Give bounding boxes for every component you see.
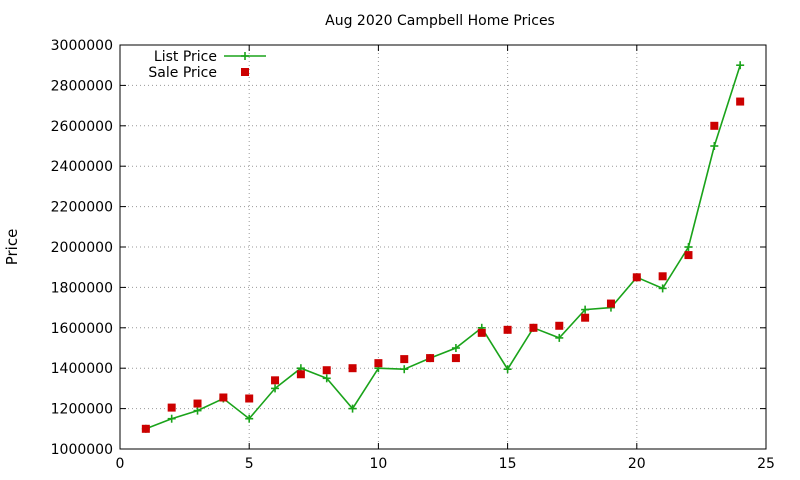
- list-price-point: [271, 384, 280, 393]
- sale-price-point: [348, 364, 357, 373]
- sale-price-point: [400, 355, 409, 364]
- sale-price-point: [736, 97, 745, 106]
- list-price-point: [555, 333, 564, 342]
- sale-price-point: [245, 394, 254, 403]
- list-price-point: [736, 61, 745, 70]
- list-price-point: [322, 374, 331, 383]
- list-price-point: [245, 414, 254, 423]
- sale-price-point: [529, 323, 538, 332]
- y-tick-label: 2200000: [51, 200, 113, 216]
- legend-label-sale-price: Sale Price: [148, 65, 217, 81]
- legend-swatch-sale-price: [241, 68, 249, 76]
- x-tick-label: 0: [116, 456, 125, 472]
- sale-price-point: [193, 399, 202, 408]
- y-tick-label: 1200000: [51, 402, 113, 418]
- series: [141, 61, 745, 433]
- y-tick-label: 2600000: [51, 119, 113, 135]
- x-tick-label: 10: [369, 456, 387, 472]
- sale-price-point: [710, 121, 719, 130]
- sale-price-point: [271, 376, 280, 385]
- list-price-point: [581, 305, 590, 314]
- y-tick-label: 2400000: [51, 159, 113, 175]
- legend-label-list-price: List Price: [154, 49, 217, 65]
- y-tick-label: 2800000: [51, 78, 113, 94]
- sale-price-point: [581, 313, 590, 322]
- list-price-point: [193, 406, 202, 415]
- x-tick-label: 20: [628, 456, 646, 472]
- y-tick-label: 2000000: [51, 240, 113, 256]
- y-tick-label: 1800000: [51, 280, 113, 296]
- x-tick-label: 25: [757, 456, 775, 472]
- list-price-point: [451, 344, 460, 352]
- sale-price-point: [167, 403, 176, 412]
- sale-price-point: [374, 359, 383, 368]
- y-tick-label: 1000000: [51, 442, 113, 458]
- list-price-point: [503, 365, 512, 374]
- sale-price-point: [606, 299, 615, 308]
- list-price-point: [710, 142, 719, 150]
- list-price-point: [684, 243, 693, 251]
- grid: [120, 45, 766, 449]
- sale-price-point: [322, 366, 331, 375]
- chart-title: Aug 2020 Campbell Home Prices: [325, 13, 555, 29]
- list-price-point: [167, 414, 176, 423]
- sale-price-point: [141, 424, 150, 433]
- sale-price-point: [632, 273, 641, 282]
- sale-price-point: [451, 354, 460, 363]
- axis-ticks: 1000000 1200000 1400000 1600000 1800000 20000…: [51, 38, 775, 472]
- list-price-point: [348, 404, 357, 413]
- sale-price-point: [503, 325, 512, 334]
- sale-price-point: [296, 370, 305, 379]
- y-tick-label: 1400000: [51, 361, 113, 377]
- sale-price-point: [684, 251, 693, 260]
- list-price-point: [658, 284, 667, 293]
- y-axis-title: Price: [3, 229, 21, 266]
- list-price-point: [400, 365, 409, 374]
- legend: List Price Sale Price: [148, 49, 266, 81]
- sale-price-point: [219, 393, 228, 402]
- x-tick-label: 5: [245, 456, 254, 472]
- sale-price-point: [555, 321, 564, 330]
- x-tick-label: 15: [499, 456, 517, 472]
- y-tick-label: 3000000: [51, 38, 113, 54]
- legend-marker-list-price: [241, 52, 249, 60]
- sale-price-point: [658, 272, 667, 281]
- y-tick-label: 1600000: [51, 321, 113, 337]
- list-price-line: [145, 64, 741, 430]
- sale-price-point: [426, 354, 435, 363]
- sale-price-point: [477, 328, 486, 337]
